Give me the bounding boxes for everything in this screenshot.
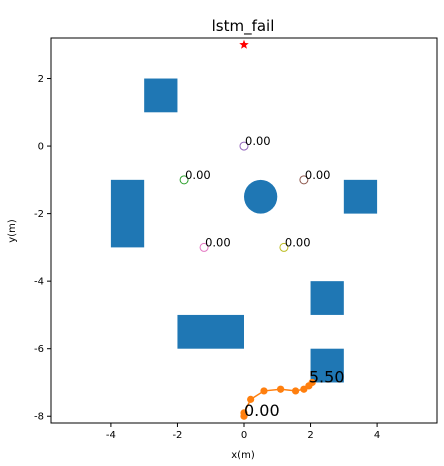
robot-path-point-5	[291, 387, 300, 395]
pedestrian-marker-1	[179, 175, 189, 185]
pedestrian-label-4: 0.00	[285, 235, 311, 249]
obstacle-rect-0	[144, 78, 178, 113]
robot-path-point-1	[240, 409, 248, 417]
pedestrian-marker-3	[199, 242, 209, 252]
chart-title: lstm_fail	[212, 17, 275, 36]
x-tick-label-2: 0	[241, 430, 247, 441]
obstacle-rect-5	[310, 348, 344, 383]
pedestrian-label-2: 0.00	[305, 168, 331, 182]
time-label-1: 5.50	[309, 367, 345, 386]
obstacle-rect-3	[310, 281, 344, 315]
pedestrian-label-0: 0.00	[245, 134, 271, 148]
y-tick-label-2: -4	[34, 277, 44, 288]
x-tick-label-3: 2	[307, 430, 313, 441]
x-tick-label-4: 4	[374, 430, 380, 441]
time-label-0: 0.00	[244, 401, 280, 420]
robot-path-point-3	[260, 387, 268, 395]
obstacle-rect-2	[343, 179, 378, 214]
y-axis-label: y(m)	[7, 219, 18, 243]
goal-star-marker	[239, 39, 249, 49]
y-tick-label-1: -6	[34, 344, 44, 355]
pedestrian-label-3: 0.00	[205, 235, 231, 249]
plot-content: 0.00 0.00 0.00 0.00 0.00 0.00 5.50	[110, 39, 378, 420]
pedestrian-marker-2	[299, 175, 309, 185]
x-axis-label: x(m)	[231, 450, 255, 461]
y-tick-label-5: 2	[38, 74, 44, 85]
robot-path-point-8	[308, 378, 316, 387]
obstacle-rect-4	[177, 314, 244, 349]
x-tick-label-1: -2	[172, 430, 182, 441]
obstacle-rect-1	[110, 179, 145, 248]
y-tick-label-0: -8	[34, 412, 44, 423]
robot-path-point-4	[277, 385, 285, 393]
y-tick-label-3: -2	[34, 209, 44, 220]
y-axis: -8 -6 -4 -2 0 2	[34, 74, 51, 423]
x-axis: -4 -2 0 2 4	[106, 423, 380, 441]
obstacle-circle-6	[244, 179, 278, 214]
x-tick-label-0: -4	[106, 430, 116, 441]
pedestrian-marker-0	[239, 141, 249, 151]
plot-frame	[50, 37, 438, 424]
pedestrian-marker-4	[279, 242, 289, 252]
robot-path-point-2	[247, 395, 255, 403]
pedestrian-label-1: 0.00	[185, 168, 211, 182]
y-tick-label-4: 0	[38, 142, 44, 153]
